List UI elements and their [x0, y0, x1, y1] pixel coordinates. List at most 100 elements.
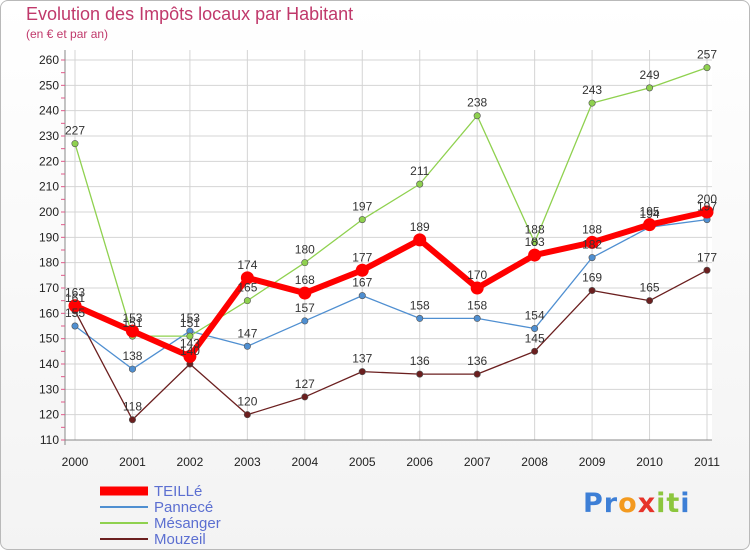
series-point-msanger — [588, 99, 596, 107]
data-label-teill: 170 — [467, 268, 487, 282]
data-label-mouzeil: 161 — [65, 291, 85, 305]
series-point-msanger — [301, 259, 309, 267]
series-point-mouzeil — [646, 297, 654, 305]
data-label-pannec: 147 — [237, 326, 257, 340]
data-label-mouzeil: 120 — [237, 395, 257, 409]
series-point-msanger — [416, 180, 424, 188]
proxiti-logo: Proxiti — [583, 488, 691, 519]
series-point-teill — [643, 218, 657, 232]
data-label-teill: 174 — [237, 258, 257, 272]
series-point-teill — [68, 299, 82, 313]
data-labels: 155 138 153 147 157 167 158 158 154 182 194 197 227 1… — [65, 48, 717, 414]
series-point-mouzeil — [128, 416, 136, 424]
y-tick-label: 110 — [40, 433, 59, 447]
x-tick-label: 2009 — [579, 455, 606, 469]
x-tick-label: 2006 — [406, 455, 433, 469]
data-label-teill: 177 — [352, 250, 372, 264]
series-point-pannec — [71, 322, 79, 330]
data-label-teill: 200 — [697, 192, 717, 206]
data-label-msanger: 180 — [295, 243, 315, 257]
series-line-mouzeil — [74, 269, 708, 421]
series — [68, 64, 714, 424]
series-point-msanger — [358, 216, 366, 224]
data-label-msanger: 249 — [640, 68, 660, 82]
x-tick-label: 2004 — [291, 455, 318, 469]
series-point-msanger — [473, 112, 481, 120]
data-label-pannec: 197 — [697, 200, 717, 214]
axes: 110 120 130 140 150 160 170 180 190 200 210 220 230 2… — [39, 50, 720, 469]
series-point-mouzeil — [416, 370, 424, 378]
y-tick-label: 140 — [39, 357, 59, 371]
y-tick-label: 160 — [39, 306, 59, 320]
data-label-mouzeil: 118 — [123, 400, 142, 414]
data-label-pannec: 154 — [525, 309, 545, 323]
data-label-pannec: 158 — [467, 298, 487, 312]
y-tick-label: 240 — [39, 104, 59, 118]
data-label-teill: 163 — [65, 286, 85, 300]
series-line-msanger — [74, 66, 708, 337]
data-label-teill: 183 — [525, 235, 545, 249]
data-label-pannec: 182 — [582, 238, 602, 252]
chart-subtitle: (en € et par an) — [26, 27, 109, 41]
data-label-msanger: 238 — [467, 96, 487, 110]
y-tick-label: 250 — [39, 78, 59, 92]
y-tick-label: 170 — [39, 281, 59, 295]
grid — [65, 50, 712, 441]
x-tick-label: 2010 — [636, 455, 663, 469]
series-point-teill — [585, 235, 599, 249]
series-point-msanger — [531, 238, 539, 246]
series-point-mouzeil — [588, 287, 596, 295]
series-point-teill — [240, 271, 254, 285]
data-label-msanger: 151 — [180, 316, 200, 330]
y-tick-label: 200 — [39, 205, 59, 219]
y-tick-label: 260 — [39, 53, 59, 67]
series-point-pannec — [531, 325, 539, 333]
x-tick-label: 2001 — [119, 455, 146, 469]
data-label-mouzeil: 165 — [640, 281, 660, 295]
series-line-teill — [72, 209, 710, 360]
data-label-pannec: 153 — [180, 311, 200, 325]
data-label-mouzeil: 140 — [180, 344, 200, 358]
series-point-pannec — [588, 254, 596, 262]
data-label-pannec: 138 — [122, 349, 142, 363]
data-label-teill: 168 — [295, 273, 315, 287]
series-point-pannec — [243, 342, 251, 350]
series-point-mouzeil — [301, 393, 309, 401]
series-point-teill — [470, 281, 484, 295]
legend-label-pannec: Pannecé — [154, 499, 213, 516]
data-label-teill: 189 — [410, 220, 430, 234]
series-point-teill — [183, 349, 197, 363]
series-point-mouzeil — [473, 370, 481, 378]
data-label-mouzeil: 136 — [467, 354, 487, 368]
series-point-msanger — [243, 297, 251, 305]
x-tick-label: 2003 — [234, 455, 261, 469]
series-point-pannec — [301, 317, 309, 325]
series-point-msanger — [703, 64, 711, 72]
x-tick-label: 2008 — [521, 455, 548, 469]
y-tick-label: 120 — [39, 408, 59, 422]
x-tick-label: 2011 — [694, 455, 720, 469]
series-point-mouzeil — [703, 266, 711, 274]
data-label-msanger: 243 — [582, 83, 602, 97]
data-label-mouzeil: 177 — [697, 250, 717, 264]
data-label-teill: 195 — [640, 205, 660, 219]
data-label-msanger: 197 — [352, 200, 372, 214]
series-line-pannec — [74, 218, 708, 370]
y-tick-label: 180 — [39, 256, 59, 270]
data-label-mouzeil: 137 — [352, 352, 372, 366]
series-point-teill — [298, 286, 312, 300]
series-point-teill — [413, 233, 427, 247]
data-label-msanger: 151 — [122, 316, 142, 330]
series-point-teill — [528, 248, 542, 262]
y-tick-label: 130 — [39, 382, 59, 396]
data-label-mouzeil: 145 — [525, 331, 545, 345]
y-tick-label: 150 — [39, 332, 59, 346]
series-point-pannec — [416, 314, 424, 322]
series-point-mouzeil — [243, 411, 251, 419]
legend-label-teill: TEILLé — [154, 483, 202, 500]
y-tick-label: 220 — [39, 154, 59, 168]
data-label-msanger: 257 — [697, 48, 717, 62]
series-point-teill — [125, 324, 139, 338]
